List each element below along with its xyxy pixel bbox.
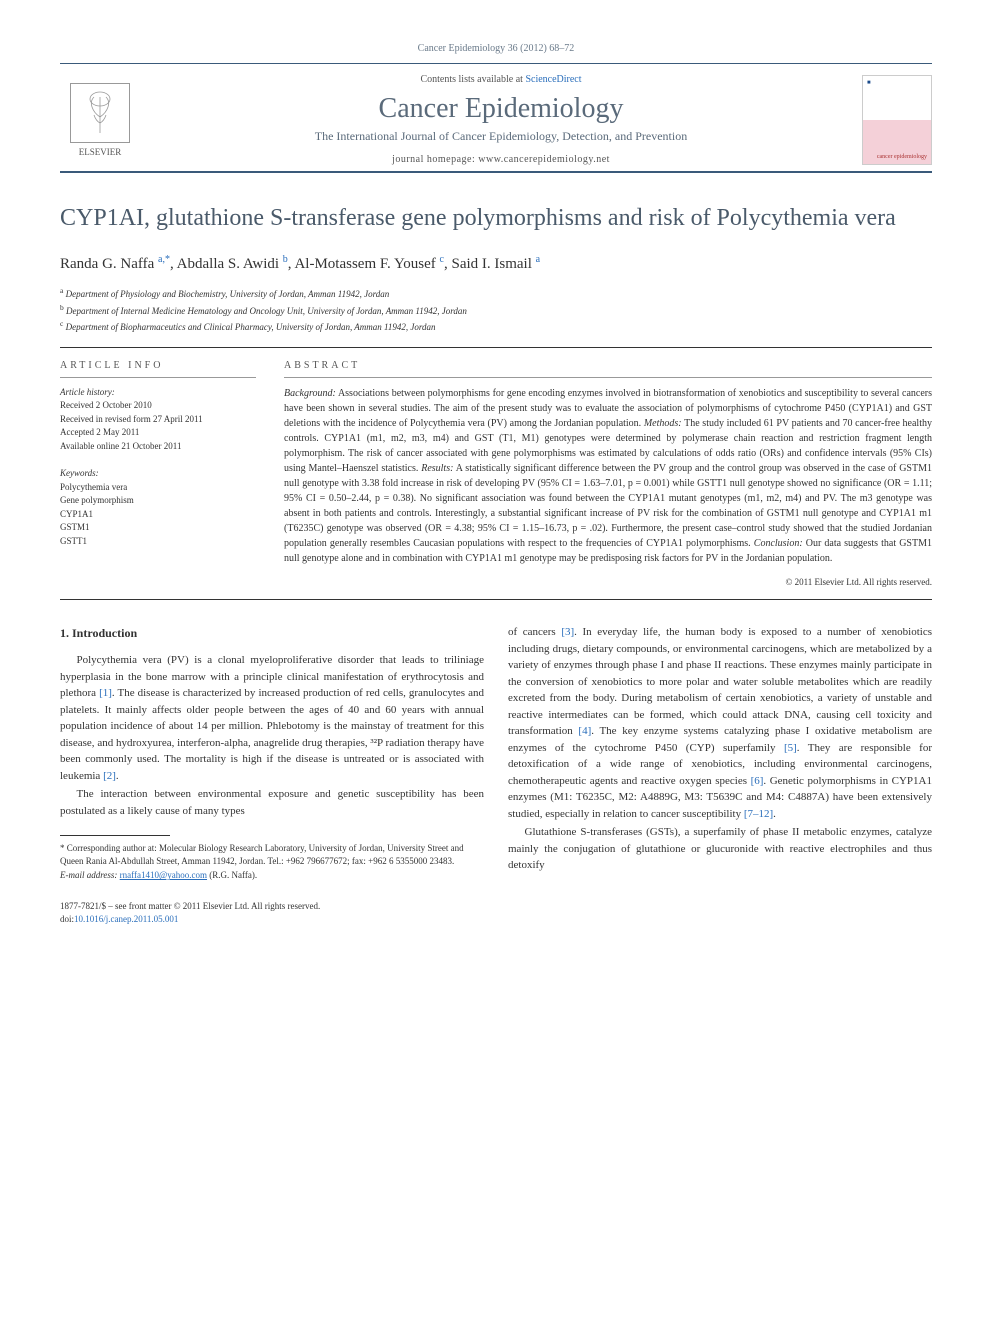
journal-title: Cancer Epidemiology <box>160 93 842 125</box>
section-1-heading: 1. Introduction <box>60 624 484 642</box>
history-line: Accepted 2 May 2011 <box>60 426 256 440</box>
footer-doi-link[interactable]: 10.1016/j.canep.2011.05.001 <box>74 914 178 924</box>
body-p3: of cancers [3]. In everyday life, the hu… <box>508 624 932 822</box>
body-p2: The interaction between environmental ex… <box>60 786 484 819</box>
history-heading: Article history: <box>60 386 256 400</box>
footnote-email-person: (R.G. Naffa). <box>207 870 257 880</box>
footnote-email-label: E-mail address: <box>60 870 120 880</box>
abs-conclusion-label: Conclusion: <box>754 538 803 549</box>
keyword: Gene polymorphism <box>60 494 256 508</box>
abs-results: A statistically significant difference b… <box>284 463 932 549</box>
footer-block: 1877-7821/$ – see front matter © 2011 El… <box>60 900 484 925</box>
abs-methods-label: Methods: <box>644 418 682 429</box>
article-info-heading: ARTICLE INFO <box>60 358 256 378</box>
body-text: 1. Introduction Polycythemia vera (PV) i… <box>60 624 932 925</box>
contents-prefix: Contents lists available at <box>420 74 525 85</box>
keyword: GSTT1 <box>60 535 256 549</box>
abs-results-label: Results: <box>421 463 453 474</box>
abstract-text: Background: Associations between polymor… <box>284 386 932 566</box>
sciencedirect-link[interactable]: ScienceDirect <box>525 74 581 85</box>
keyword: GSTM1 <box>60 521 256 535</box>
footnote-corresponding: * Corresponding author at: Molecular Bio… <box>60 842 484 867</box>
keyword: Polycythemia vera <box>60 481 256 495</box>
homepage-prefix: journal homepage: <box>392 154 478 165</box>
affiliation-line: a Department of Physiology and Biochemis… <box>60 285 932 302</box>
publisher-name: ELSEVIER <box>79 147 122 157</box>
history-line: Available online 21 October 2011 <box>60 440 256 454</box>
footnotes: * Corresponding author at: Molecular Bio… <box>60 842 484 882</box>
masthead: ELSEVIER Contents lists available at Sci… <box>60 63 932 173</box>
journal-reference: Cancer Epidemiology 36 (2012) 68–72 <box>418 43 575 54</box>
affiliation-line: c Department of Biopharmaceutics and Cli… <box>60 318 932 335</box>
homepage-url: www.cancerepidemiology.net <box>478 154 610 165</box>
cover-mark: ■ <box>867 80 927 86</box>
footnote-rule <box>60 835 170 836</box>
journal-subtitle: The International Journal of Cancer Epid… <box>160 129 842 144</box>
elsevier-tree-icon <box>70 83 130 143</box>
publisher-logo: ELSEVIER <box>60 83 140 157</box>
article-info-panel: ARTICLE INFO Article history: Received 2… <box>60 348 270 600</box>
footer-doi-prefix: doi: <box>60 914 74 924</box>
affiliations: a Department of Physiology and Biochemis… <box>60 285 932 335</box>
footnote-email-link[interactable]: rnaffa1410@yahoo.com <box>120 870 207 880</box>
abstract-heading: ABSTRACT <box>284 358 932 378</box>
body-p4: Glutathione S-transferases (GSTs), a sup… <box>508 824 932 874</box>
keywords-heading: Keywords: <box>60 467 256 481</box>
article-title: CYP1AI, glutathione S-transferase gene p… <box>60 203 932 234</box>
contents-line: Contents lists available at ScienceDirec… <box>160 74 842 85</box>
keyword: CYP1A1 <box>60 508 256 522</box>
history-line: Received 2 October 2010 <box>60 399 256 413</box>
history-line: Received in revised form 27 April 2011 <box>60 413 256 427</box>
body-p1: Polycythemia vera (PV) is a clonal myelo… <box>60 652 484 784</box>
homepage-line: journal homepage: www.cancerepidemiology… <box>160 154 842 165</box>
abs-background-label: Background: <box>284 388 336 399</box>
journal-cover-thumbnail: ■ cancer epidemiology <box>862 75 932 165</box>
cover-title: cancer epidemiology <box>867 154 927 160</box>
authors-line: Randa G. Naffa a,*, Abdalla S. Awidi b, … <box>60 254 932 273</box>
abstract-copyright: © 2011 Elsevier Ltd. All rights reserved… <box>284 576 932 590</box>
abstract-panel: ABSTRACT Background: Associations betwee… <box>270 348 932 600</box>
affiliation-line: b Department of Internal Medicine Hemato… <box>60 302 932 319</box>
footer-front-matter: 1877-7821/$ – see front matter © 2011 El… <box>60 900 484 913</box>
